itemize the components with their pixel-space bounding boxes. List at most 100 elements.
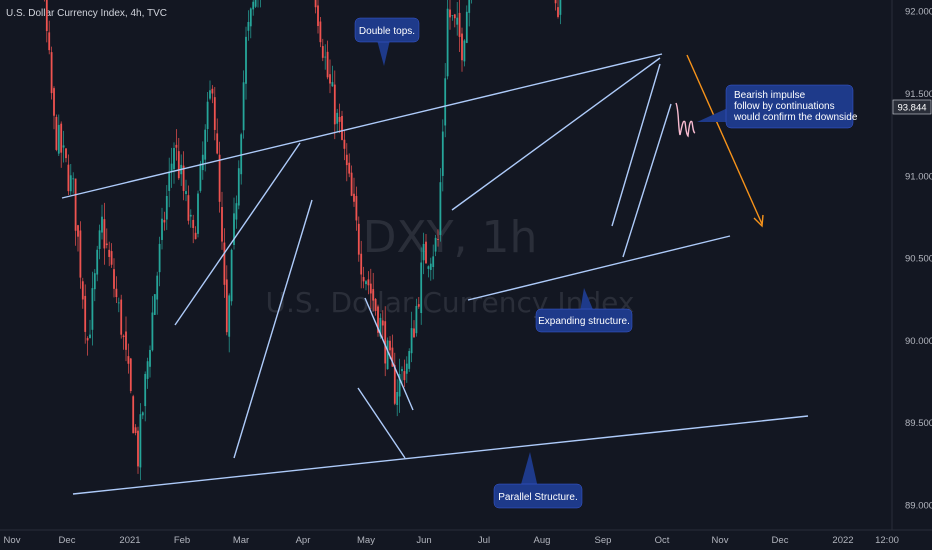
candle-body — [185, 191, 187, 194]
candle-body — [372, 289, 375, 301]
time-tick-label: Aug — [534, 535, 551, 546]
time-axis[interactable]: Nov Dec 2021 Feb Mar Apr May Jun Jul Aug Sep Oct Nov… — [4, 535, 899, 546]
candle-body — [446, 8, 449, 77]
candle-body — [396, 391, 399, 405]
candle-body — [96, 249, 99, 275]
candle-body — [377, 306, 379, 333]
candle-body — [429, 263, 432, 270]
time-tick-label: Apr — [296, 535, 311, 546]
candle-body — [86, 338, 89, 341]
candle-body — [93, 273, 96, 290]
candle-body — [453, 14, 456, 19]
candle-body — [389, 340, 391, 351]
callout-double-tops[interactable]: Double tops. — [354, 17, 420, 66]
candle-body — [391, 347, 394, 367]
candle-body — [132, 396, 135, 434]
projected-path — [675, 102, 696, 138]
candle-body — [101, 216, 103, 233]
candle-body — [173, 148, 175, 170]
candle-body — [314, 0, 317, 8]
candle-body — [139, 414, 142, 468]
candle-body — [84, 295, 87, 332]
price-tick-label: 92.000 — [905, 7, 932, 18]
candle-body — [393, 365, 396, 404]
sep-wedge-upper — [611, 63, 661, 227]
candle-body — [381, 320, 384, 326]
candle-body — [105, 243, 108, 246]
candle-body — [362, 277, 365, 282]
candles — [44, 0, 562, 481]
callout-parallel-text: Parallel Structure. — [498, 492, 577, 503]
candle-body — [153, 294, 156, 315]
callout-bearish-impulse[interactable]: Bearish impulse follow by continuations … — [697, 84, 858, 129]
candle-body — [439, 182, 442, 235]
candle-body — [554, 0, 557, 4]
candle-body — [403, 371, 406, 381]
time-tick-label: Jun — [416, 535, 431, 546]
candle-body — [319, 21, 322, 43]
candle-body — [110, 251, 113, 265]
chart-title: U.S. Dollar Currency Index, 4h, TVC — [6, 8, 167, 19]
candle-body — [252, 1, 255, 10]
candle-body — [187, 195, 190, 221]
price-tick-label: 89.000 — [905, 501, 932, 512]
candle-body — [55, 116, 58, 150]
candle-body — [254, 0, 257, 7]
candle-body — [341, 115, 343, 140]
jan-mar-channel-lower — [233, 199, 313, 459]
candle-body — [324, 56, 327, 58]
candle-body — [317, 5, 319, 26]
candle-body — [65, 148, 67, 159]
candle-body — [213, 97, 216, 130]
candle-body — [417, 304, 420, 307]
candle-body — [441, 131, 444, 176]
apr-may-channel-lower — [357, 387, 406, 459]
candle-body — [134, 427, 137, 434]
candle-body — [461, 33, 463, 61]
time-tick-label: 12:00 — [875, 535, 899, 546]
candle-body — [168, 171, 171, 191]
candle-body — [113, 269, 115, 289]
candle-body — [333, 84, 336, 125]
candle-body — [420, 262, 423, 314]
candle-body — [425, 241, 427, 264]
candle-body — [197, 193, 199, 234]
candle-body — [367, 279, 370, 286]
time-tick-label: Dec — [772, 535, 789, 546]
candle-body — [247, 21, 250, 31]
candle-body — [60, 123, 63, 153]
candle-body — [53, 88, 55, 116]
candle-body — [432, 256, 435, 267]
callout-parallel-structure[interactable]: Parallel Structure. — [493, 452, 583, 509]
candle-body — [91, 288, 94, 330]
price-axis[interactable]: 89.000 89.500 90.000 90.500 91.000 91.500 92.0… — [905, 0, 932, 512]
candle-body — [129, 358, 132, 392]
callout-expanding-text: Expanding structure. — [538, 316, 630, 327]
candle-body — [398, 374, 401, 397]
callout-expanding-structure[interactable]: Expanding structure. — [535, 288, 633, 333]
candle-body — [557, 7, 559, 17]
candle-body — [331, 82, 334, 87]
candle-body — [151, 312, 154, 351]
candle-body — [72, 178, 75, 180]
candle-body — [415, 305, 418, 334]
candle-body — [204, 129, 207, 160]
time-tick-label: Oct — [655, 535, 670, 546]
candle-body — [194, 232, 197, 240]
candle-body — [329, 74, 331, 84]
candle-body — [170, 163, 173, 172]
candle-body — [249, 8, 252, 27]
candle-body — [175, 144, 178, 148]
candle-body — [444, 78, 447, 126]
callout-bearish-line-1: Bearish impulse — [734, 90, 806, 101]
expanding-structure-lower — [467, 235, 731, 301]
candle-body — [218, 154, 221, 202]
candle-body — [427, 266, 430, 269]
candle-body — [108, 249, 111, 257]
candle-body — [559, 0, 562, 15]
candle-body — [405, 363, 408, 374]
candle-body — [348, 162, 351, 174]
candle-body — [223, 242, 226, 285]
candle-body — [161, 218, 163, 240]
